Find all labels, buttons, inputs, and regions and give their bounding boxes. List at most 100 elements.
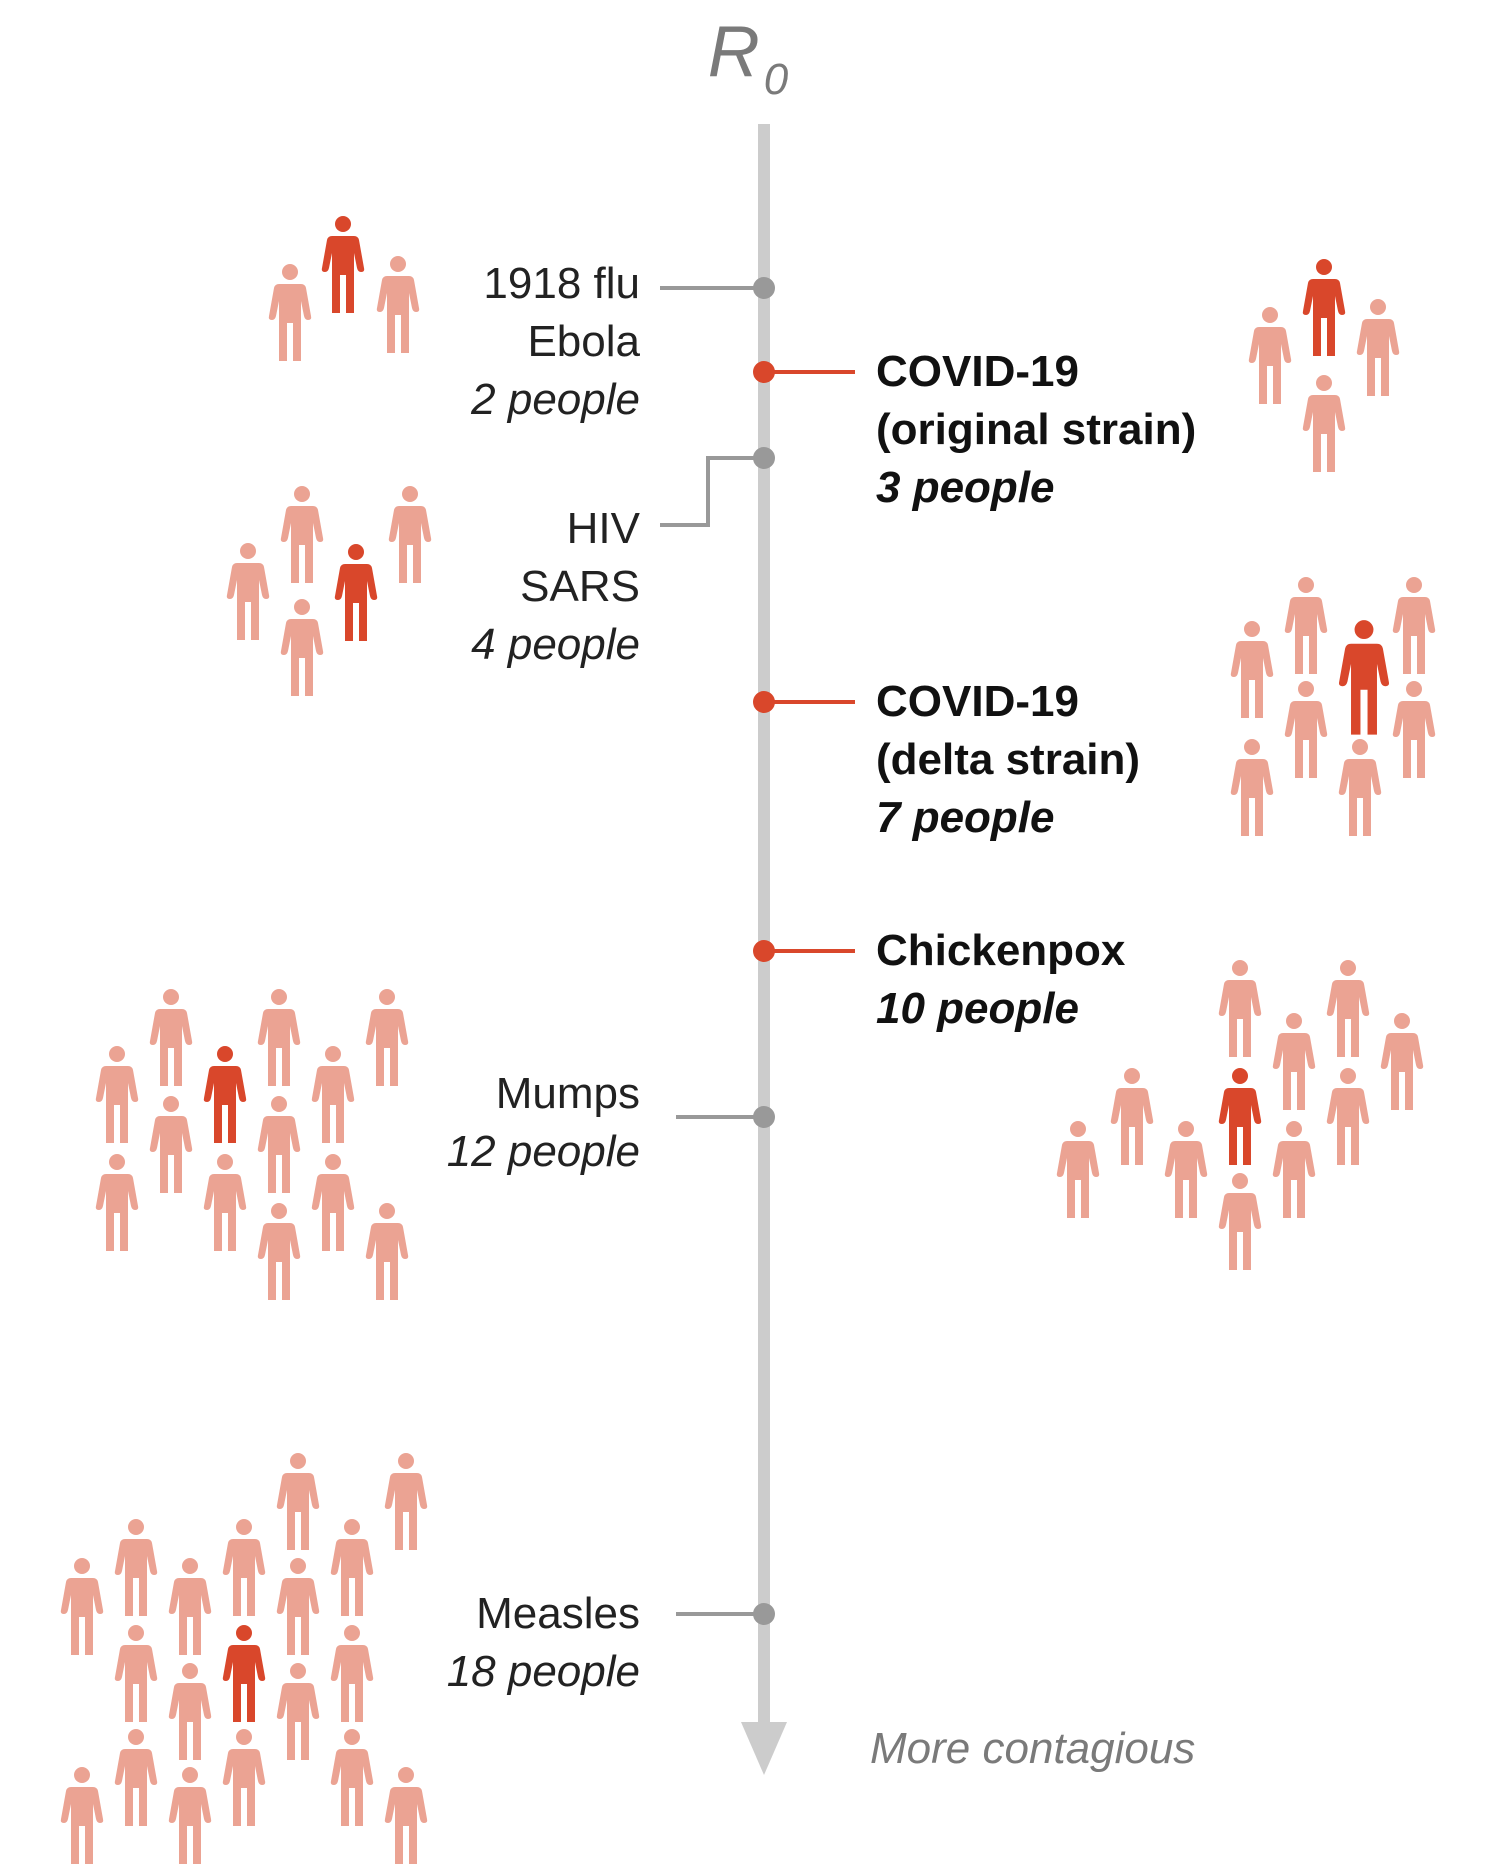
person-icon	[1056, 1121, 1100, 1218]
label-measles-value: 18 people	[447, 1647, 640, 1696]
person-icon	[280, 486, 324, 583]
person-icon	[280, 599, 324, 696]
item-measles: Measles 18 people	[60, 1453, 775, 1864]
people-mumps	[95, 989, 409, 1300]
person-icon	[1284, 577, 1328, 674]
person-icon	[257, 1203, 301, 1300]
label-covid-delta-line1: COVID-19	[876, 677, 1079, 726]
person-icon	[388, 486, 432, 583]
people-measles	[60, 1453, 428, 1864]
item-chickenpox: Chickenpox 10 people	[753, 926, 1424, 1270]
person-icon	[384, 1453, 428, 1550]
person-icon	[1338, 739, 1382, 836]
item-covid-original: COVID-19 (original strain) 3 people	[753, 259, 1400, 512]
label-hiv-sars-line2: SARS	[520, 562, 640, 611]
axis-title-main: R	[708, 12, 760, 92]
person-icon	[149, 1096, 193, 1193]
person-icon	[257, 1096, 301, 1193]
person-icon	[95, 1154, 139, 1251]
person-icon	[60, 1558, 104, 1655]
people-chickenpox	[1056, 960, 1424, 1270]
people-covid-original	[1248, 259, 1400, 472]
marker-covid-original	[753, 361, 775, 383]
marker-measles	[753, 1603, 775, 1625]
person-icon	[60, 1767, 104, 1864]
person-icon	[1218, 1173, 1262, 1270]
person-icon	[1164, 1121, 1208, 1218]
person-icon	[1326, 960, 1370, 1057]
axis-title: R0	[708, 12, 789, 104]
person-icon	[1380, 1013, 1424, 1110]
label-measles-line1: Measles	[476, 1589, 640, 1638]
person-icon	[1248, 307, 1292, 404]
label-hiv-sars-value: 4 people	[471, 620, 640, 669]
person-infector-icon	[203, 1046, 247, 1143]
person-icon	[330, 1729, 374, 1826]
person-infector-icon	[334, 544, 378, 641]
person-icon	[168, 1767, 212, 1864]
person-icon	[1230, 739, 1274, 836]
person-infector-icon	[321, 216, 365, 313]
person-icon	[365, 989, 409, 1086]
label-flu-ebola-value: 2 people	[470, 375, 640, 424]
marker-covid-delta	[753, 691, 775, 713]
label-covid-original-value: 3 people	[876, 463, 1055, 512]
axis-arrowhead	[741, 1722, 787, 1775]
person-icon	[149, 989, 193, 1086]
label-chickenpox-value: 10 people	[876, 984, 1079, 1033]
label-flu-ebola-line2: Ebola	[527, 317, 640, 366]
person-infector-icon	[1218, 1068, 1262, 1165]
label-covid-original-line1: COVID-19	[876, 347, 1079, 396]
person-icon	[330, 1519, 374, 1616]
label-mumps-line1: Mumps	[496, 1069, 640, 1118]
person-icon	[114, 1625, 158, 1722]
person-icon	[376, 256, 420, 353]
person-icon	[330, 1625, 374, 1722]
item-hiv-sars: HIV SARS 4 people	[226, 447, 775, 696]
person-icon	[276, 1558, 320, 1655]
person-icon	[276, 1663, 320, 1760]
person-icon	[384, 1767, 428, 1864]
item-flu-ebola: 1918 flu Ebola 2 people	[268, 216, 775, 424]
person-icon	[1272, 1121, 1316, 1218]
person-icon	[311, 1154, 355, 1251]
person-icon	[222, 1729, 266, 1826]
label-chickenpox-line1: Chickenpox	[876, 926, 1126, 975]
person-icon	[114, 1519, 158, 1616]
label-covid-delta-value: 7 people	[876, 793, 1055, 842]
person-infector-icon	[1338, 620, 1390, 735]
person-icon	[203, 1154, 247, 1251]
person-icon	[226, 543, 270, 640]
axis-line	[758, 124, 770, 1729]
people-covid-delta	[1230, 577, 1436, 836]
person-icon	[168, 1558, 212, 1655]
people-flu-ebola	[268, 216, 420, 361]
connector-hiv-sars	[660, 456, 762, 527]
person-icon	[311, 1046, 355, 1143]
person-icon	[1284, 681, 1328, 778]
person-icon	[1110, 1068, 1154, 1165]
item-covid-delta: COVID-19 (delta strain) 7 people	[753, 577, 1436, 842]
person-icon	[222, 1519, 266, 1616]
person-icon	[1302, 375, 1346, 472]
label-covid-original-line2: (original strain)	[876, 405, 1196, 454]
direction-label: More contagious	[870, 1724, 1195, 1773]
person-icon	[1392, 577, 1436, 674]
item-mumps: Mumps 12 people	[95, 989, 775, 1300]
label-hiv-sars-line1: HIV	[567, 504, 641, 553]
person-icon	[1356, 299, 1400, 396]
person-icon	[268, 264, 312, 361]
person-icon	[276, 1453, 320, 1550]
person-icon	[168, 1663, 212, 1760]
person-infector-icon	[222, 1625, 266, 1722]
marker-mumps	[753, 1106, 775, 1128]
label-covid-delta-line2: (delta strain)	[876, 735, 1140, 784]
person-icon	[114, 1729, 158, 1826]
label-mumps-value: 12 people	[447, 1127, 640, 1176]
person-icon	[95, 1046, 139, 1143]
person-icon	[1218, 960, 1262, 1057]
person-icon	[365, 1203, 409, 1300]
person-icon	[257, 989, 301, 1086]
person-infector-icon	[1302, 259, 1346, 356]
